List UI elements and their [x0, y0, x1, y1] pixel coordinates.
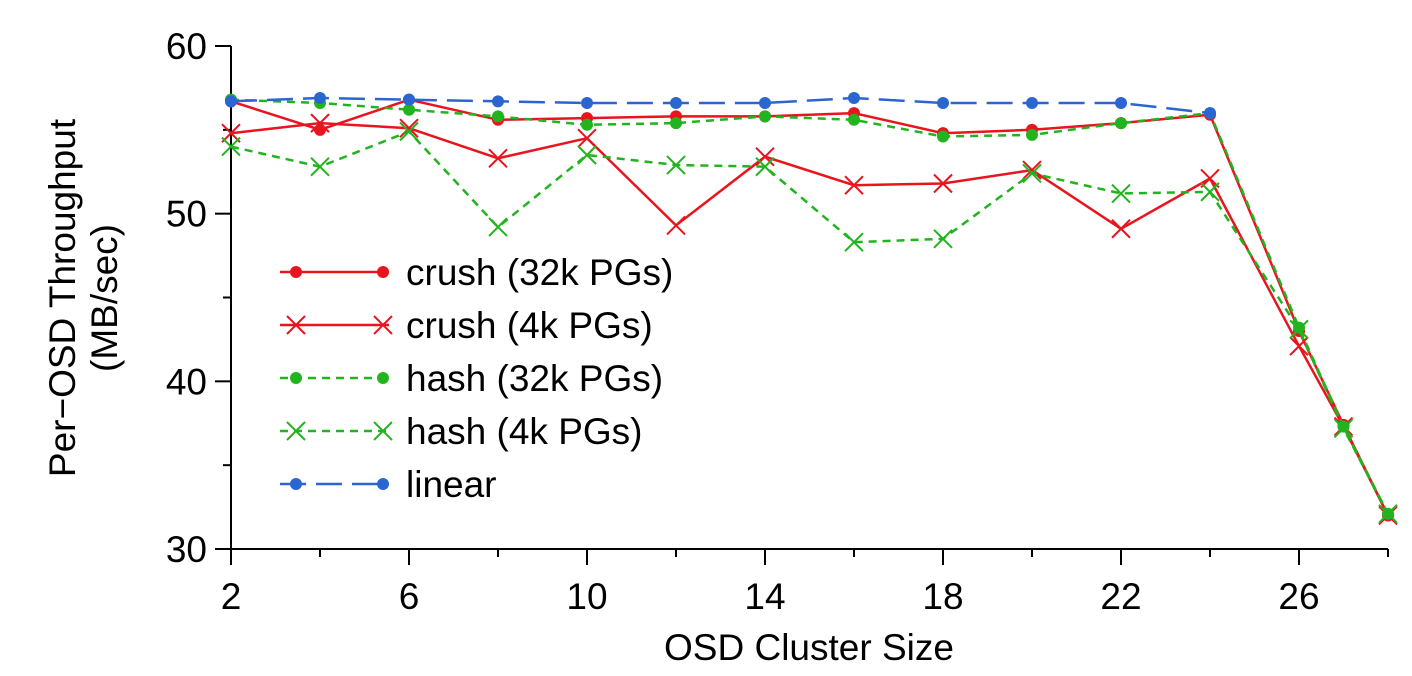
data-point-linear	[225, 95, 237, 108]
data-point-hash-4k-pgs	[310, 157, 330, 177]
data-point-hash-4k-pgs	[844, 232, 864, 252]
data-point-crush-4k-pgs	[286, 315, 306, 335]
x-tick-label: 22	[1100, 576, 1141, 617]
data-point-hash-4k-pgs	[399, 121, 419, 142]
data-point-crush-4k-pgs	[844, 175, 864, 195]
x-axis-label: OSD Cluster Size	[664, 627, 954, 668]
data-point-crush-4k-pgs	[933, 173, 953, 194]
data-point-hash-32k-pgs	[290, 372, 302, 384]
data-point-hash-4k-pgs	[221, 136, 241, 157]
x-tick-label: 26	[1278, 576, 1319, 617]
data-point-hash-4k-pgs	[1378, 504, 1398, 524]
y-axis-label-line2: (MB/sec)	[84, 224, 125, 372]
legend-item-hash-4k-pgs: hash (4k PGs)	[280, 411, 642, 452]
series-line-linear	[230, 96, 1211, 115]
data-point-linear	[937, 97, 949, 110]
series-crush-4k-pgs	[221, 113, 1398, 526]
series-line-crush-32k-pgs	[230, 98, 1390, 517]
data-point-linear	[377, 478, 389, 490]
data-point-crush-4k-pgs	[1289, 336, 1309, 356]
data-point-crush-32k-pgs	[290, 266, 302, 278]
legend-label: linear	[406, 464, 497, 505]
legend-item-linear: linear	[280, 464, 497, 505]
y-tick-label: 40	[166, 361, 207, 402]
data-point-linear	[403, 93, 415, 106]
data-point-crush-4k-pgs	[1022, 160, 1042, 180]
series-hash-4k-pgs	[221, 121, 1398, 524]
legend-item-crush-4k-pgs: crush (4k PGs)	[280, 305, 653, 346]
data-point-hash-4k-pgs	[1200, 182, 1220, 202]
y-tick-label: 30	[166, 529, 207, 570]
data-point-hash-4k-pgs	[373, 421, 393, 441]
data-point-hash-4k-pgs	[1333, 418, 1354, 438]
data-point-hash-32k-pgs	[377, 372, 389, 384]
data-point-hash-4k-pgs	[933, 229, 953, 249]
data-point-hash-32k-pgs	[1115, 117, 1127, 130]
data-point-hash-32k-pgs	[1026, 128, 1038, 141]
data-point-linear	[492, 95, 504, 108]
data-point-crush-4k-pgs	[399, 118, 419, 138]
data-point-hash-4k-pgs	[666, 155, 686, 175]
series-linear	[225, 91, 1216, 120]
data-point-linear	[848, 91, 860, 104]
x-tick-label: 18	[922, 576, 963, 617]
series-line-hash-4k-pgs	[230, 130, 1390, 515]
data-point-crush-4k-pgs	[373, 315, 393, 335]
series-hash-32k-pgs	[225, 93, 1394, 520]
legend-label: crush (32k PGs)	[406, 252, 673, 293]
data-point-crush-4k-pgs	[488, 148, 508, 169]
data-point-crush-32k-pgs	[314, 123, 326, 136]
data-point-crush-4k-pgs	[310, 113, 330, 133]
data-point-hash-32k-pgs	[670, 117, 682, 130]
data-point-hash-32k-pgs	[403, 103, 415, 116]
legend-label: crush (4k PGs)	[406, 305, 653, 346]
y-tick-label: 60	[166, 26, 207, 67]
data-point-hash-32k-pgs	[937, 130, 949, 143]
y-tick-label: 50	[166, 194, 207, 235]
legend-item-hash-32k-pgs: hash (32k PGs)	[280, 358, 663, 399]
legend-item-crush-32k-pgs: crush (32k PGs)	[280, 252, 673, 293]
data-point-crush-4k-pgs	[1111, 219, 1131, 239]
legend-label: hash (4k PGs)	[406, 411, 642, 452]
series-crush-32k-pgs	[225, 93, 1394, 522]
x-tick-label: 14	[744, 576, 785, 617]
plot-area	[221, 91, 1398, 526]
y-axis-label-line1: Per−OSD Throughput	[42, 118, 83, 477]
data-point-linear	[581, 97, 593, 110]
data-point-linear	[759, 97, 771, 110]
data-point-hash-32k-pgs	[581, 118, 593, 131]
data-point-hash-4k-pgs	[488, 217, 508, 237]
data-point-hash-4k-pgs	[1022, 163, 1042, 184]
legend: crush (32k PGs) crush (4k PGs) hash (32k P…	[280, 252, 673, 505]
data-point-linear	[670, 97, 682, 110]
legend-label: hash (32k PGs)	[406, 358, 663, 399]
data-point-hash-4k-pgs	[1111, 183, 1131, 204]
data-point-hash-32k-pgs	[492, 110, 504, 123]
data-point-linear	[1115, 97, 1127, 110]
data-point-hash-32k-pgs	[848, 113, 860, 126]
data-point-linear	[314, 91, 326, 104]
data-point-crush-32k-pgs	[377, 266, 389, 278]
x-tick-label: 10	[566, 576, 607, 617]
data-point-crush-4k-pgs	[577, 128, 597, 148]
data-point-hash-4k-pgs	[577, 145, 597, 165]
data-point-linear	[1204, 107, 1216, 120]
data-point-crush-4k-pgs	[755, 146, 775, 167]
data-point-hash-4k-pgs	[1289, 319, 1309, 340]
x-tick-label: 6	[399, 576, 420, 617]
data-point-hash-32k-pgs	[759, 110, 771, 123]
data-point-crush-4k-pgs	[666, 215, 686, 236]
data-point-linear	[1026, 97, 1038, 110]
data-point-hash-4k-pgs	[286, 421, 306, 441]
x-tick-label: 2	[221, 576, 242, 617]
series-line-hash-32k-pgs	[230, 98, 1390, 515]
data-point-hash-4k-pgs	[755, 157, 775, 177]
data-point-linear	[290, 478, 302, 490]
